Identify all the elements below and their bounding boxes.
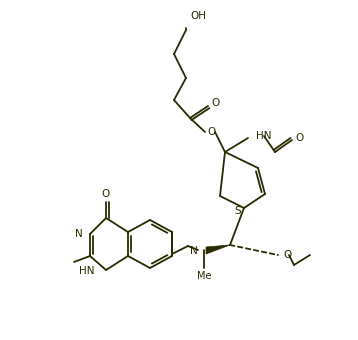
Text: O: O (211, 98, 219, 108)
Text: OH: OH (190, 11, 206, 21)
Text: HN: HN (78, 266, 94, 276)
Text: N: N (75, 229, 83, 239)
Text: HN: HN (256, 131, 271, 141)
Text: O: O (295, 133, 303, 143)
Polygon shape (206, 245, 230, 254)
Text: O: O (208, 127, 216, 137)
Text: N: N (190, 246, 198, 256)
Text: S: S (235, 206, 241, 216)
Text: O: O (283, 250, 291, 260)
Text: O: O (102, 189, 110, 199)
Text: Me: Me (197, 271, 211, 281)
